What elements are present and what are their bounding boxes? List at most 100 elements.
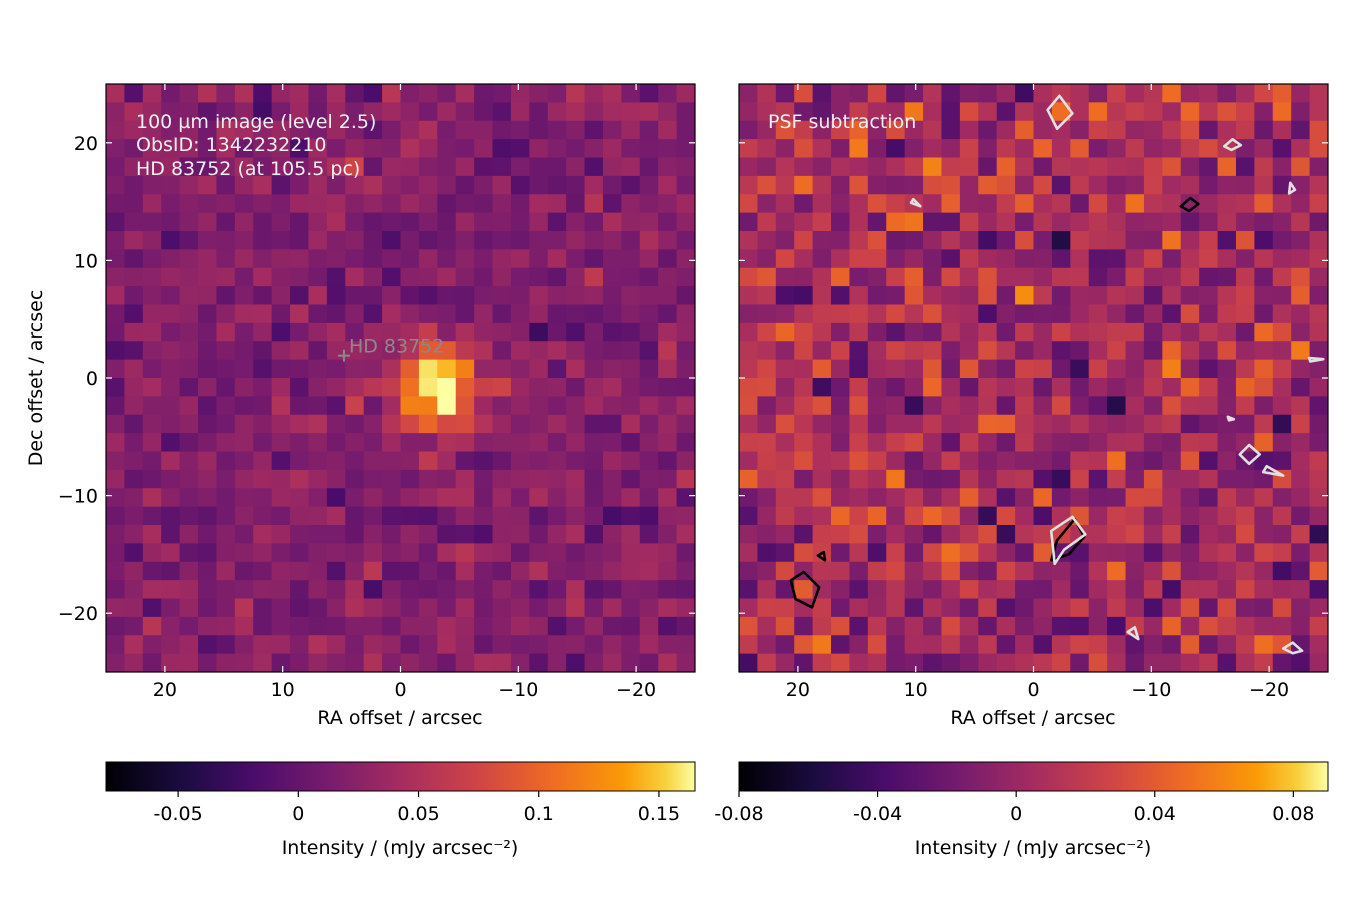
heatmap-cell — [775, 157, 795, 177]
heatmap-cell — [658, 286, 678, 306]
heatmap-cell — [382, 414, 402, 434]
heatmap-cell — [1162, 139, 1182, 159]
heatmap-cell — [234, 304, 254, 324]
heatmap-cell — [492, 194, 512, 214]
heatmap-cell — [198, 84, 218, 103]
heatmap-cell — [676, 249, 695, 269]
heatmap-cell — [124, 469, 144, 489]
heatmap-cell — [849, 157, 869, 177]
heatmap-cell — [326, 139, 346, 159]
heatmap-cell — [290, 359, 310, 379]
heatmap-cell — [867, 433, 887, 453]
heatmap-cell — [676, 304, 695, 324]
x-tick-label: −10 — [1131, 679, 1171, 701]
heatmap-cell — [867, 598, 887, 618]
heatmap-cell — [271, 488, 291, 508]
heatmap-cell — [739, 616, 759, 636]
heatmap-cell — [602, 120, 622, 140]
heatmap-cell — [363, 525, 383, 544]
heatmap-cell — [474, 396, 494, 416]
heatmap-cell — [400, 84, 420, 103]
heatmap-cell — [676, 267, 695, 287]
star-label: HD 83752 — [349, 336, 444, 358]
heatmap-cell — [1235, 653, 1255, 672]
heatmap-cell — [1180, 598, 1200, 618]
heatmap-cell — [326, 378, 346, 397]
heatmap-cell — [142, 286, 162, 306]
heatmap-cell — [198, 175, 218, 195]
heatmap-cell — [529, 488, 549, 508]
heatmap-cell — [216, 451, 236, 471]
heatmap-cell — [179, 488, 199, 508]
heatmap-cell — [1162, 433, 1182, 453]
heatmap-cell — [455, 653, 475, 672]
heatmap-cell — [757, 414, 777, 434]
heatmap-cell — [1125, 249, 1145, 269]
heatmap-cell — [1033, 506, 1053, 526]
heatmap-cell — [271, 267, 291, 287]
heatmap-cell — [234, 469, 254, 489]
heatmap-cell — [290, 157, 310, 177]
heatmap-cell — [1235, 341, 1255, 361]
heatmap-cell — [455, 378, 475, 397]
heatmap-cell — [455, 157, 475, 177]
heatmap-cell — [566, 102, 586, 122]
heatmap-cell — [676, 616, 695, 636]
heatmap-cell — [639, 525, 659, 544]
heatmap-cell — [547, 561, 567, 581]
heatmap-cell — [886, 451, 906, 471]
heatmap-cell — [547, 249, 567, 269]
heatmap-cell — [1162, 212, 1182, 232]
heatmap-cell — [959, 359, 979, 379]
heatmap-cell — [959, 616, 979, 636]
heatmap-cell — [923, 378, 943, 397]
heatmap-cell — [400, 120, 420, 140]
heatmap-cell — [290, 525, 310, 544]
heatmap-cell — [812, 84, 832, 103]
heatmap-cell — [1254, 341, 1274, 361]
heatmap-cell — [400, 194, 420, 214]
heatmap-cell — [345, 451, 365, 471]
heatmap-cell — [510, 175, 530, 195]
heatmap-cell — [1033, 84, 1053, 103]
heatmap-cell — [290, 175, 310, 195]
heatmap-cell — [621, 304, 641, 324]
heatmap-cell — [1272, 249, 1292, 269]
heatmap-cell — [161, 249, 181, 269]
annotation-line-2: ObsID: 1342232210 — [136, 134, 326, 156]
heatmap-cell — [474, 120, 494, 140]
heatmap-cell — [492, 231, 512, 250]
heatmap-cell — [1254, 378, 1274, 397]
heatmap-cell — [510, 231, 530, 250]
heatmap-cell — [400, 378, 420, 397]
heatmap-cell — [179, 157, 199, 177]
heatmap-cell — [1143, 84, 1163, 103]
heatmap-cell — [941, 84, 961, 103]
heatmap-cell — [621, 84, 641, 103]
heatmap-cell — [794, 543, 814, 563]
heatmap-cell — [1235, 304, 1255, 324]
heatmap-cell — [492, 359, 512, 379]
heatmap-cell — [867, 506, 887, 526]
heatmap-cell — [812, 598, 832, 618]
heatmap-cell — [1051, 616, 1071, 636]
heatmap-cell — [1088, 525, 1108, 544]
heatmap-cell — [584, 341, 604, 361]
heatmap-cell — [510, 561, 530, 581]
heatmap-cell — [849, 120, 869, 140]
heatmap-cell — [492, 414, 512, 434]
heatmap-cell — [1272, 84, 1292, 103]
heatmap-cell — [584, 102, 604, 122]
heatmap-cell — [1015, 488, 1035, 508]
heatmap-cell — [161, 286, 181, 306]
heatmap-cell — [474, 139, 494, 159]
heatmap-cell — [941, 175, 961, 195]
heatmap-cell — [198, 359, 218, 379]
heatmap-cell — [1254, 598, 1274, 618]
heatmap-cell — [757, 635, 777, 655]
heatmap-cell — [529, 231, 549, 250]
heatmap-cell — [271, 506, 291, 526]
heatmap-cell — [308, 561, 328, 581]
heatmap-cell — [775, 414, 795, 434]
